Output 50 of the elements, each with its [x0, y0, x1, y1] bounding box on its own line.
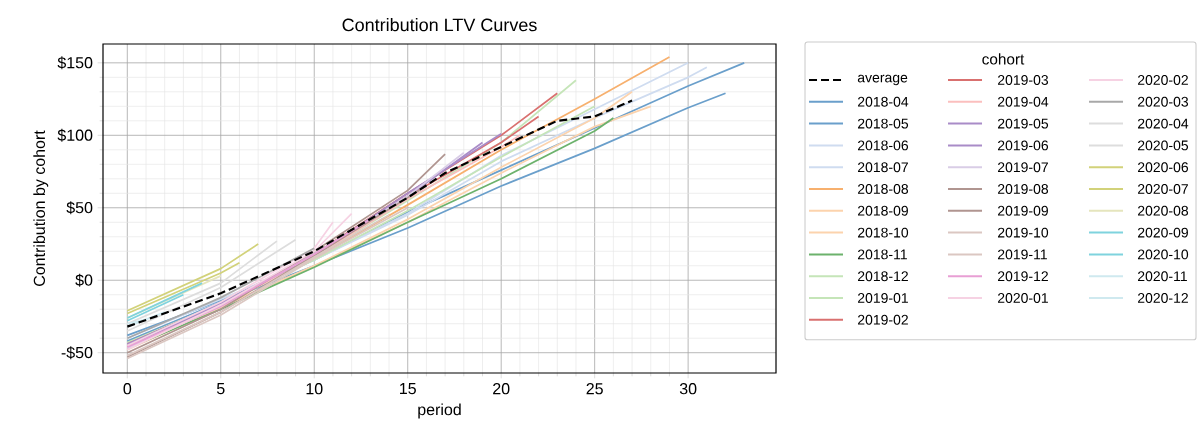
legend-label: 2018-11 — [857, 249, 907, 260]
y-tick-label: $100 — [57, 128, 93, 142]
legend-label: 2019-11 — [997, 249, 1047, 260]
x-tick-label: 20 — [493, 383, 510, 395]
legend-label: 2018-09 — [857, 205, 908, 216]
legend-label: 2019-08 — [997, 184, 1049, 194]
legend-label: 2020-12 — [1137, 293, 1188, 303]
x-tick-label: 30 — [679, 383, 697, 395]
legend-label: 2019-03 — [997, 75, 1049, 85]
legend-label: 2019-09 — [997, 205, 1048, 216]
legend-label: 2020-11 — [1137, 271, 1187, 282]
legend-label: 2019-10 — [997, 227, 1049, 238]
y-tick-label: -$50 — [61, 346, 93, 360]
legend-label: 2020-05 — [1137, 140, 1189, 151]
legend-label: 2020-03 — [1137, 96, 1189, 107]
legend-label: 2019-01 — [857, 293, 908, 303]
legend-label: 2020-10 — [1137, 249, 1189, 260]
legend-label: average — [857, 74, 908, 86]
legend-label: 2020-09 — [1137, 227, 1188, 238]
legend-label: 2018-10 — [857, 227, 909, 238]
y-tick-label: $150 — [57, 56, 93, 70]
legend-title: cohort — [982, 53, 1025, 65]
x-tick-label: 0 — [123, 383, 132, 395]
legend-label: 2020-07 — [1137, 184, 1188, 194]
legend-label: 2020-04 — [1137, 118, 1189, 129]
legend-label: 2020-02 — [1137, 75, 1188, 85]
y-axis-title: Contribution by cohort — [33, 130, 49, 286]
chart-title: Contribution LTV Curves — [342, 18, 537, 32]
legend-label: 2020-08 — [1137, 205, 1189, 216]
legend-label: 2020-06 — [1137, 162, 1189, 173]
legend-label: 2019-02 — [857, 314, 908, 325]
x-tick-label: 25 — [586, 383, 603, 395]
legend-label: 2018-05 — [857, 118, 909, 129]
legend-label: 2018-06 — [857, 140, 909, 151]
legend-label: 2018-08 — [857, 184, 909, 194]
legend-label: 2019-12 — [997, 271, 1048, 282]
x-tick-label: 15 — [400, 383, 416, 395]
x-tick-label: 5 — [216, 383, 225, 395]
legend-label: 2019-04 — [997, 96, 1049, 107]
legend-label: 2018-04 — [857, 96, 909, 107]
legend-label: 2019-06 — [997, 140, 1049, 151]
x-axis-title: period — [418, 403, 461, 419]
x-tick-label: 10 — [306, 383, 323, 395]
legend-label: 2018-07 — [857, 162, 908, 173]
y-tick-label: $0 — [75, 273, 93, 287]
legend-label: 2018-12 — [857, 271, 908, 282]
legend-label: 2019-07 — [997, 162, 1048, 173]
legend-label: 2020-01 — [997, 293, 1048, 303]
y-tick-label: $50 — [66, 201, 93, 215]
legend-label: 2019-05 — [997, 118, 1049, 129]
